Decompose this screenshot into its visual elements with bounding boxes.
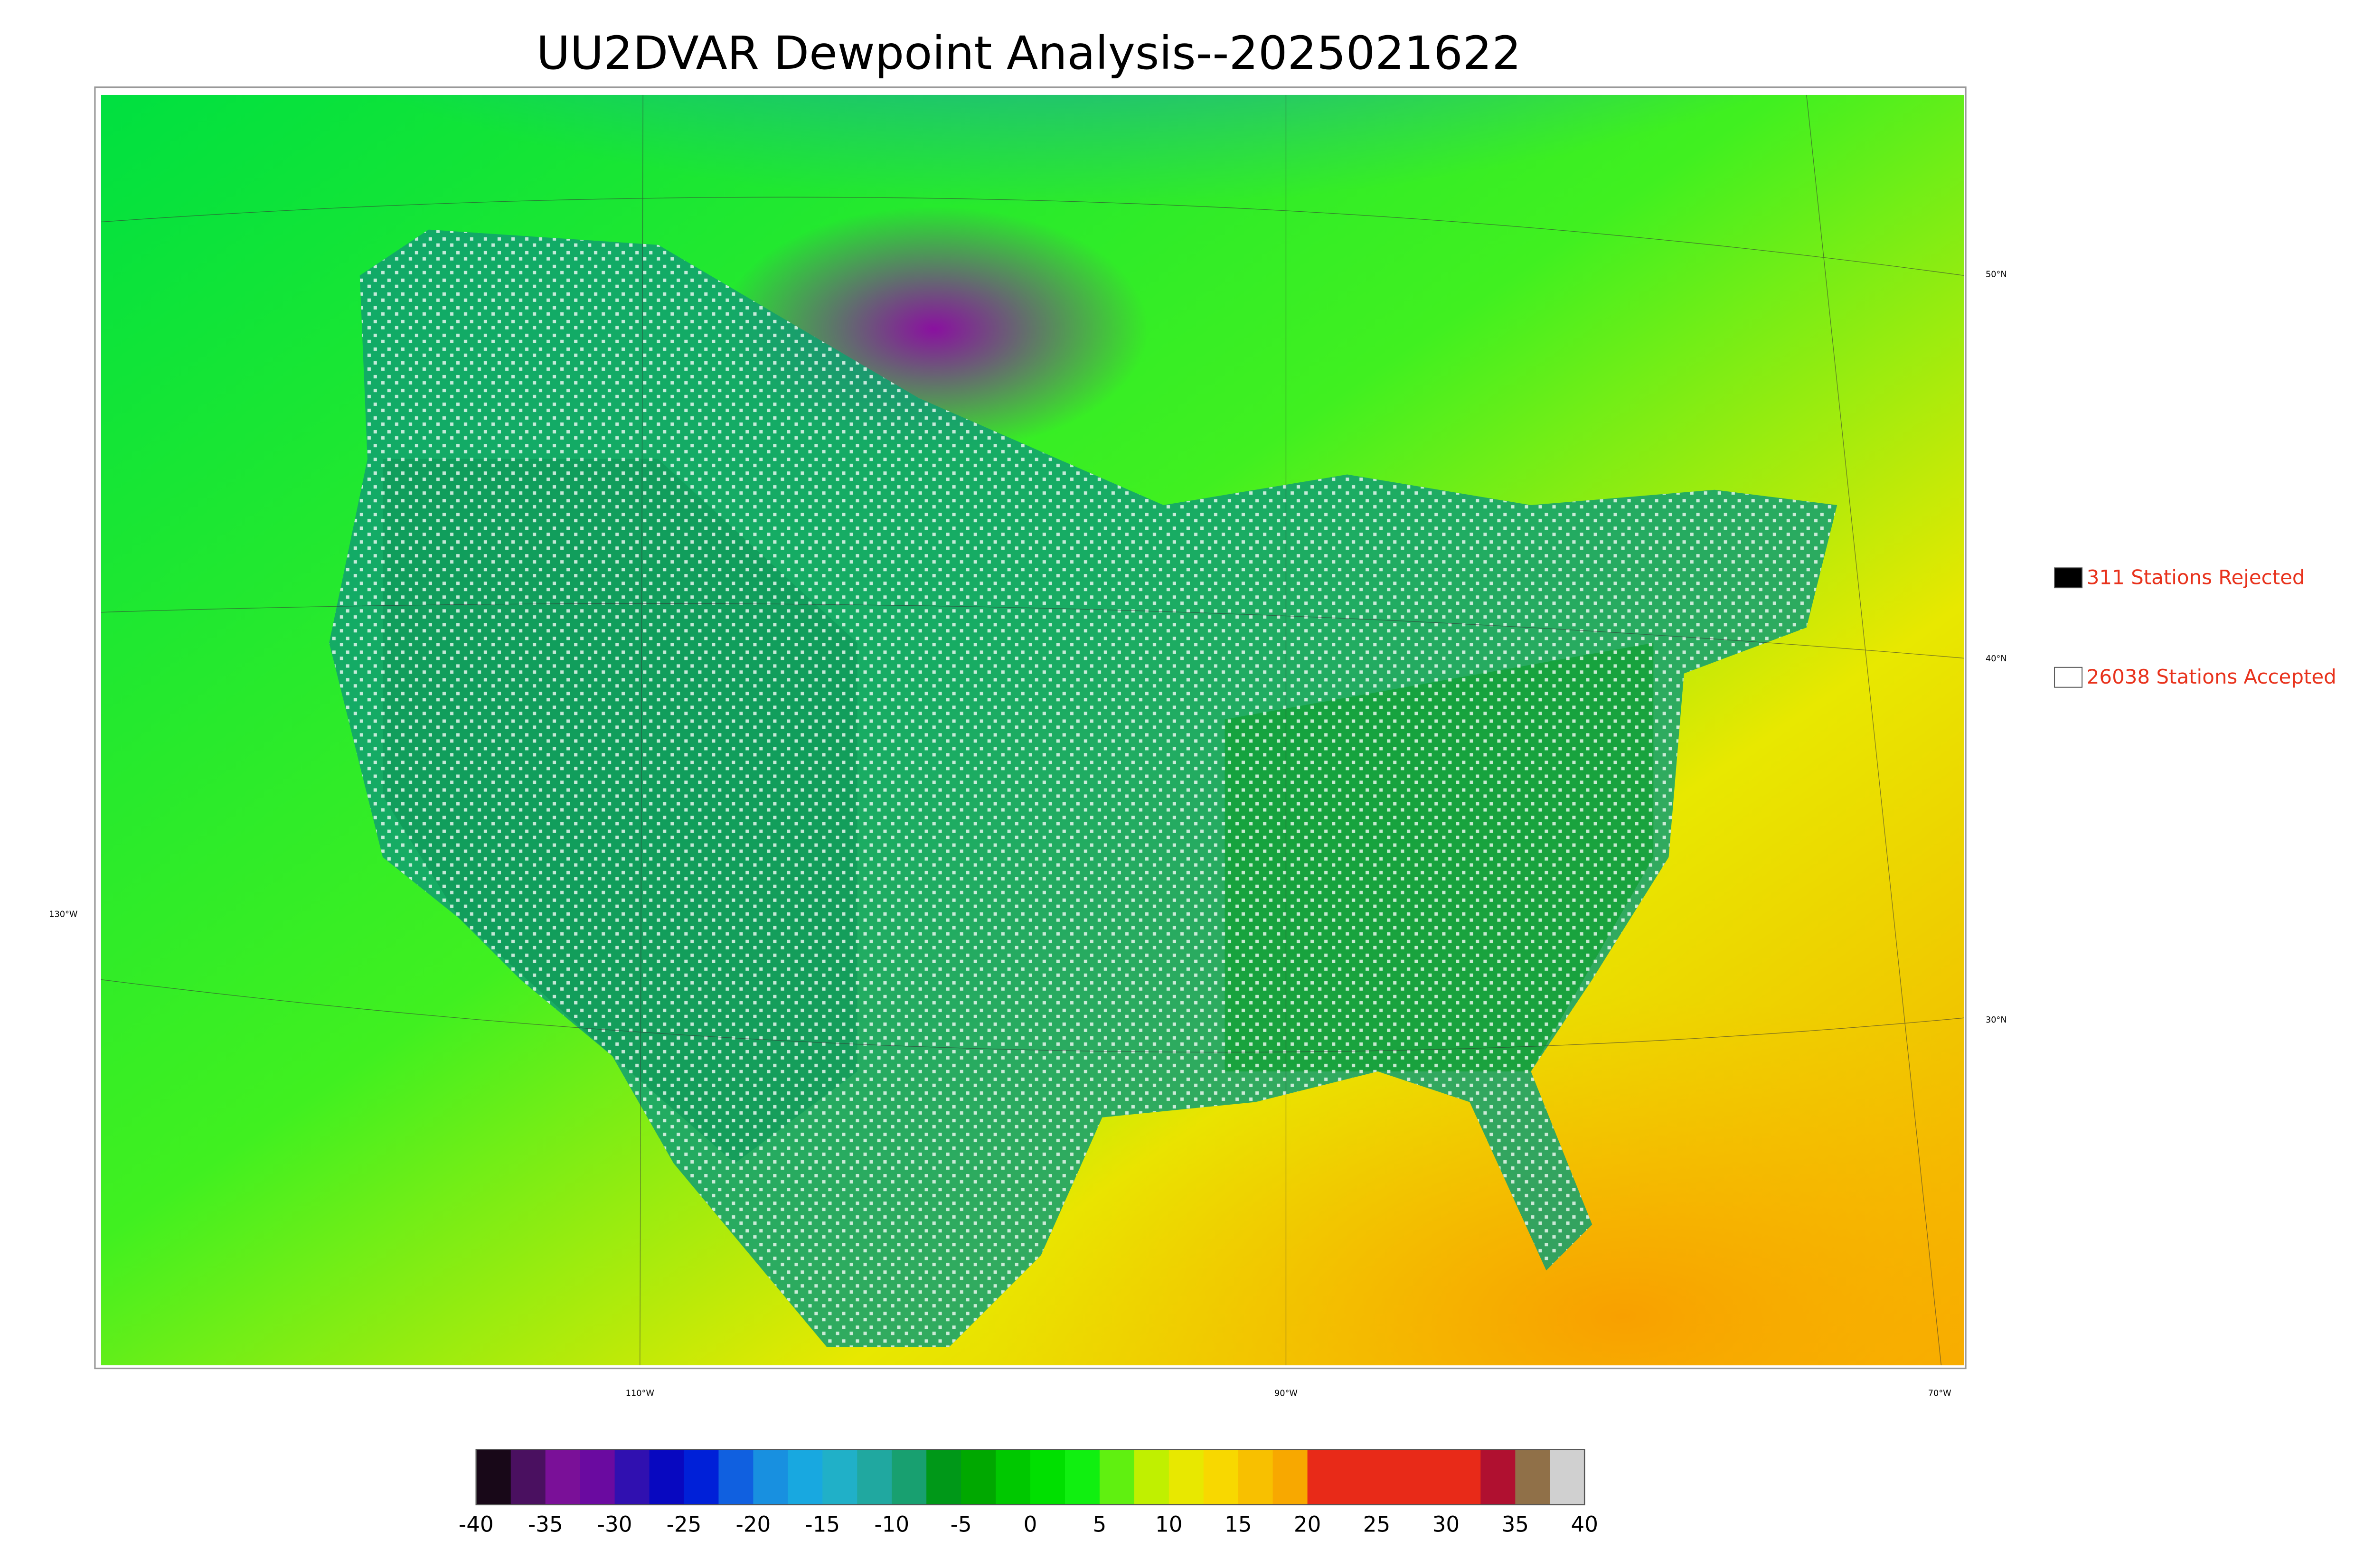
colorbar-tick-label: -30	[597, 1512, 632, 1537]
colorbar-segment	[1307, 1449, 1343, 1505]
colorbar-segment	[1272, 1449, 1308, 1505]
colorbar-segment	[649, 1449, 685, 1505]
colorbar-segment	[718, 1449, 754, 1505]
graticule	[101, 94, 1964, 1366]
colorbar-segment	[1065, 1449, 1100, 1505]
colorbar-segment	[1446, 1449, 1481, 1505]
colorbar-segment	[1168, 1449, 1204, 1505]
colorbar-tick-label: -5	[951, 1512, 972, 1537]
colorbar-segment	[1376, 1449, 1412, 1505]
legend-label: 26038 Stations Accepted	[2087, 665, 2336, 688]
colorbar-tick-label: 20	[1294, 1512, 1321, 1537]
lat-label: 40°N	[1986, 654, 2007, 664]
lat-label: 50°N	[1986, 270, 2007, 280]
colorbar-tick-label: -10	[874, 1512, 909, 1537]
colorbar-border	[475, 1449, 1585, 1505]
colorbar-segment	[1342, 1449, 1377, 1505]
colorbar-tick-label: 40	[1571, 1512, 1598, 1537]
colorbar-tick-label: 25	[1363, 1512, 1390, 1537]
colorbar-segment	[1030, 1449, 1065, 1505]
colorbar-tick-label: -35	[528, 1512, 563, 1537]
colorbar-tick-label: 10	[1155, 1512, 1182, 1537]
colorbar-segment	[822, 1449, 858, 1505]
legend-swatch	[2054, 567, 2083, 589]
lat-label: 30°N	[1986, 1015, 2007, 1025]
map	[101, 94, 1964, 1366]
colorbar-segment	[1134, 1449, 1169, 1505]
colorbar-segment	[753, 1449, 789, 1505]
colorbar-tick-label: -20	[736, 1512, 771, 1537]
colorbar-segment	[926, 1449, 962, 1505]
colorbar: -40 -35 -30 -25 -20 -15 -10 -5 0 5 10 15 20 25 30 35 40	[459, 1449, 1598, 1537]
colorbar-tick-label: -25	[667, 1512, 702, 1537]
colorbar-segment	[996, 1449, 1031, 1505]
legend-label: 311 Stations Rejected	[2087, 565, 2305, 589]
colorbar-segment	[476, 1449, 511, 1505]
lon-label: 130°W	[49, 910, 77, 919]
colorbar-segment	[545, 1449, 581, 1505]
colorbar-segment	[1480, 1449, 1516, 1505]
lon-label: 110°W	[626, 1389, 654, 1399]
colorbar-tick-label: 5	[1093, 1512, 1107, 1537]
colorbar-tick-label: 15	[1225, 1512, 1252, 1537]
colorbar-segment	[1238, 1449, 1273, 1505]
colorbar-tick-label: -15	[805, 1512, 840, 1537]
colorbar-segment	[1411, 1449, 1447, 1505]
colorbar-segment	[1203, 1449, 1239, 1505]
title: UU2DVAR Dewpoint Analysis--2025021622	[537, 26, 1521, 80]
colorbar-segment	[684, 1449, 719, 1505]
colorbar-segment	[857, 1449, 893, 1505]
lon-label: 90°W	[1274, 1389, 1298, 1399]
colorbar-segment	[892, 1449, 927, 1505]
colorbar-segment	[1099, 1449, 1135, 1505]
lon-label: 70°W	[1928, 1389, 1951, 1399]
colorbar-tick-label: -40	[459, 1512, 494, 1537]
colorbar-segment	[580, 1449, 615, 1505]
colorbar-tick-label: 0	[1024, 1512, 1037, 1537]
legend-swatch	[2054, 667, 2083, 688]
colorbar-segment	[510, 1449, 546, 1505]
station-dots	[329, 229, 1837, 1347]
colorbar-segment	[1550, 1449, 1585, 1505]
colorbar-segment	[961, 1449, 997, 1505]
colorbar-tick-label: 30	[1432, 1512, 1460, 1537]
colorbar-segment	[1515, 1449, 1551, 1505]
colorbar-tick-label: 35	[1502, 1512, 1529, 1537]
colorbar-segment	[788, 1449, 823, 1505]
legend: 311 Stations Rejected 26038 Stations Acce…	[2054, 565, 2336, 688]
colorbar-segment	[614, 1449, 650, 1505]
